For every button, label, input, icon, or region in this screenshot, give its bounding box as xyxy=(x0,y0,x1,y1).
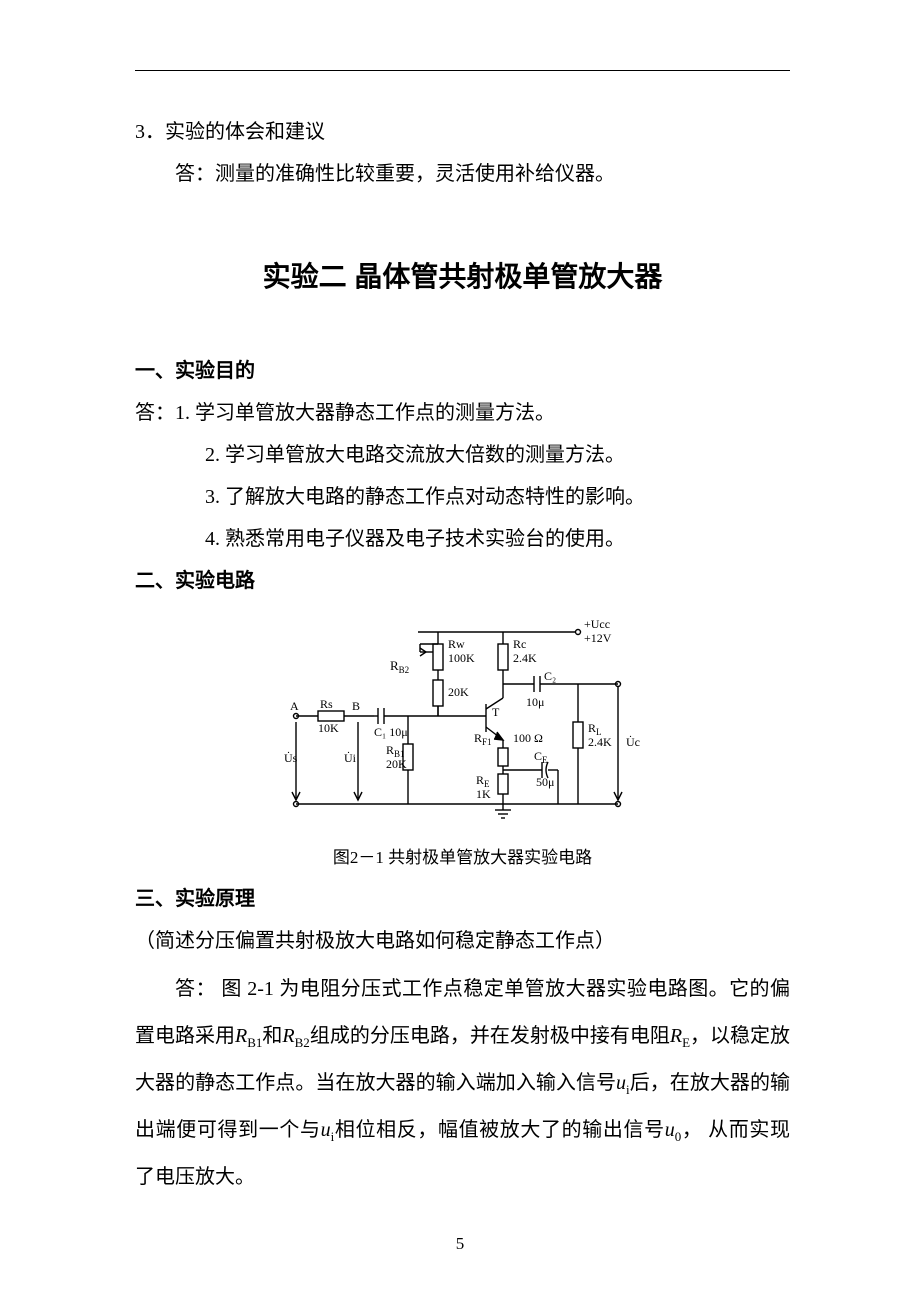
res: E xyxy=(682,1035,690,1050)
lbl-ce: C xyxy=(534,749,542,763)
lbl-t: T xyxy=(492,705,500,719)
sec1-item-1: 1. 学习单管放大器静态工作点的测量方法。 xyxy=(175,402,555,424)
re: R xyxy=(670,1025,682,1047)
t2: 组成的分压电路，并在发射极中接有电阻 xyxy=(310,1025,670,1047)
lbl-rf1v: 100 Ω xyxy=(513,731,543,745)
u0: u xyxy=(665,1119,675,1141)
sec1-item-3: 3. 了解放大电路的静态工作点对动态特性的影响。 xyxy=(135,476,790,518)
rb2s: B2 xyxy=(295,1035,310,1050)
ui2: u xyxy=(321,1119,331,1141)
lbl-20k: 20K xyxy=(448,685,469,699)
lbl-c2: C₂ xyxy=(544,669,556,683)
t5: 相位相反，幅值被放大了的输出信号 xyxy=(334,1119,665,1141)
lbl-a: A xyxy=(290,699,299,713)
lbl-rsv: 10K xyxy=(318,721,339,735)
lbl-rev: 1K xyxy=(476,787,491,801)
lbl-rc: Rc xyxy=(513,637,526,651)
t1: 和 xyxy=(262,1025,282,1047)
lbl-rw: Rw xyxy=(448,637,465,651)
sec3-body: 答： 图 2-1 为电阻分压式工作点稳定单管放大器实验电路图。它的偏置电路采用R… xyxy=(135,966,790,1201)
circuit-caption: 图2－1 共射极单管放大器实验电路 xyxy=(135,843,790,868)
lbl-rf1: R xyxy=(474,731,482,745)
lbl-ces: E xyxy=(542,755,548,765)
lbl-cev: 50μ xyxy=(536,775,554,789)
intro-q3: 3．实验的体会和建议 xyxy=(135,111,790,153)
lbl-rb1v: 20K xyxy=(386,757,407,771)
lbl-uc: U̇c xyxy=(626,735,640,749)
svg-text:RF1: RF1 xyxy=(474,731,492,747)
lbl-rb2s: B2 xyxy=(398,665,409,675)
lbl-rb1: R xyxy=(386,743,394,757)
ui: u xyxy=(616,1072,626,1094)
svg-text:RB2: RB2 xyxy=(390,658,409,675)
sec3-heading: 三、实验原理 xyxy=(135,878,790,920)
ans-prefix: 答： xyxy=(135,402,175,424)
svg-text:CE: CE xyxy=(534,749,548,765)
lbl-rs: Rs xyxy=(320,697,333,711)
page: 3．实验的体会和建议 答：测量的准确性比较重要，灵活使用补给仪器。 实验二 晶体… xyxy=(0,0,920,1302)
lbl-re: R xyxy=(476,773,484,787)
experiment-title: 实验二 晶体管共射极单管放大器 xyxy=(135,255,790,295)
intro-a3: 答：测量的准确性比较重要，灵活使用补给仪器。 xyxy=(135,153,790,195)
sec1-item-4: 4. 熟悉常用电子仪器及电子技术实验台的使用。 xyxy=(135,518,790,560)
lbl-rb2: R xyxy=(390,658,399,673)
sec1-heading: 一、实验目的 xyxy=(135,350,790,392)
lbl-ucc: +Ucc xyxy=(584,617,610,631)
sec3-subtitle: （简述分压偏置共射极放大电路如何稳定静态工作点） xyxy=(135,920,790,962)
sec2-heading: 二、实验电路 xyxy=(135,560,790,602)
sec1-line1: 答：1. 学习单管放大器静态工作点的测量方法。 xyxy=(135,392,790,434)
lbl-rl: R xyxy=(588,721,596,735)
lbl-rwv: 100K xyxy=(448,651,475,665)
lbl-c1: C₁ 10μ xyxy=(374,725,408,739)
sec1-item-2: 2. 学习单管放大电路交流放大倍数的测量方法。 xyxy=(135,434,790,476)
rb2: R xyxy=(282,1025,294,1047)
lbl-ui: U̇i xyxy=(344,751,357,765)
lbl-12v: +12V xyxy=(584,631,612,645)
lbl-rf1s: F1 xyxy=(482,737,492,747)
lbl-rcv: 2.4K xyxy=(513,651,537,665)
rb1: R xyxy=(235,1025,247,1047)
circuit-diagram: +Ucc +12V Rw 100K RB2 20K xyxy=(135,614,790,868)
lbl-rlv: 2.4K xyxy=(588,735,612,749)
lbl-b: B xyxy=(352,699,360,713)
lbl-c2v: 10μ xyxy=(526,695,544,709)
circuit-svg: +Ucc +12V Rw 100K RB2 20K xyxy=(278,614,648,834)
rb1s: B1 xyxy=(247,1035,262,1050)
header-rule xyxy=(135,70,790,71)
page-number: 5 xyxy=(0,1234,920,1254)
lbl-us: U̇s xyxy=(284,751,298,765)
